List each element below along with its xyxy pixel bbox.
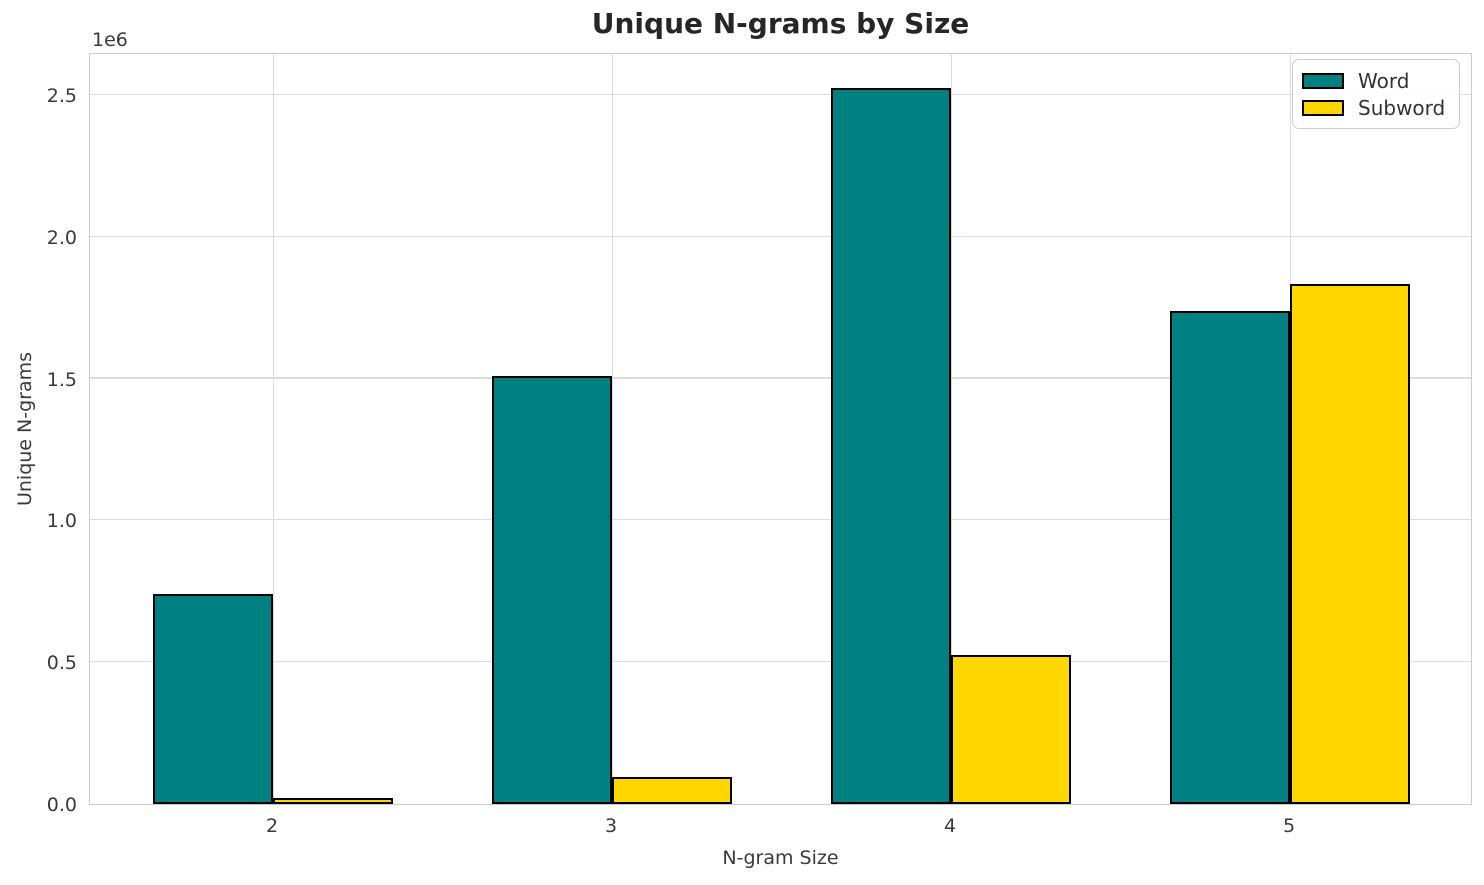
- bar-subword-ngram-5: [1290, 283, 1410, 804]
- y-gridline: [90, 377, 1471, 379]
- y-gridline: [90, 235, 1471, 237]
- bar-word-ngram-4: [831, 88, 951, 804]
- legend-label: Word: [1358, 69, 1410, 93]
- legend-item-subword: Subword: [1302, 96, 1449, 120]
- x-tick-label: 4: [943, 815, 957, 837]
- x-gridline: [951, 54, 953, 804]
- y-tick-label: 2.5: [46, 85, 77, 108]
- y-tick-label: 0.5: [46, 652, 77, 675]
- y-gridline: [90, 660, 1471, 663]
- plot-area: [89, 53, 1472, 805]
- y-gridline: [90, 519, 1471, 521]
- y-tick-label: 0.0: [46, 794, 77, 816]
- legend-swatch-subword: [1302, 100, 1344, 116]
- legend-item-word: Word: [1302, 69, 1449, 93]
- bar-subword-ngram-2: [273, 798, 393, 804]
- y-tick-label: 2.0: [46, 226, 77, 249]
- x-axis-label: N-gram Size: [722, 847, 839, 869]
- bar-word-ngram-5: [1170, 310, 1290, 804]
- y-tick-label: 1.5: [46, 368, 77, 391]
- bar-word-ngram-3: [492, 375, 612, 804]
- x-tick-label: 5: [1282, 815, 1296, 837]
- chart-title: Unique N-grams by Size: [591, 7, 970, 40]
- bar-subword-ngram-4: [951, 655, 1071, 804]
- y-axis-offset-label: 1e6: [92, 29, 128, 51]
- y-tick-label: 1.0: [46, 510, 77, 533]
- legend: Word Subword: [1292, 59, 1460, 129]
- y-gridline: [90, 93, 1471, 96]
- bar-word-ngram-2: [153, 594, 273, 804]
- x-tick-label: 3: [604, 815, 618, 837]
- x-gridline: [273, 54, 275, 804]
- legend-swatch-word: [1302, 73, 1344, 89]
- x-gridline: [612, 54, 614, 804]
- x-tick-label: 2: [265, 815, 279, 837]
- bar-subword-ngram-3: [612, 777, 732, 804]
- legend-label: Subword: [1358, 96, 1446, 120]
